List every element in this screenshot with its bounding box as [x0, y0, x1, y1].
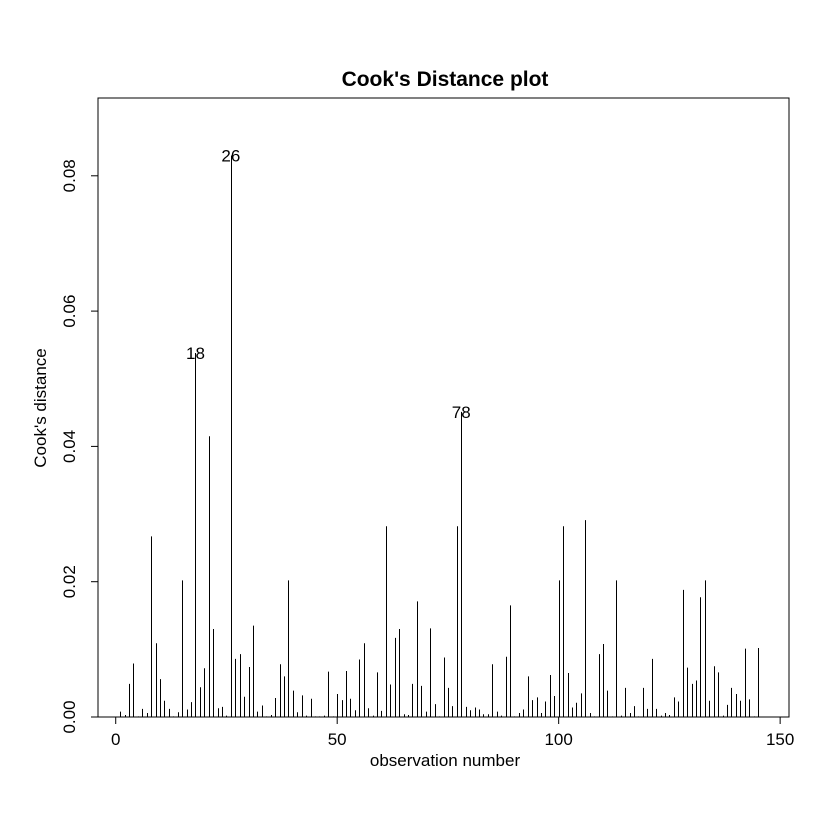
y-tick-label: 0.04 [60, 430, 79, 463]
point-labels: 18 26 78 [186, 147, 471, 422]
y-tick-label: 0.08 [60, 159, 79, 192]
x-tick-label: 150 [766, 730, 794, 749]
y-axis-label: Cook's distance [31, 348, 50, 467]
x-axis-label: observation number [370, 751, 521, 770]
x-tick-label: 0 [111, 730, 120, 749]
point-label-18: 18 [186, 344, 205, 363]
bar-series [120, 155, 759, 717]
point-label-78: 78 [452, 403, 471, 422]
plot-frame [97, 97, 790, 718]
chart-title: Cook's Distance plot [342, 68, 549, 91]
x-tick-label: 50 [328, 730, 347, 749]
y-tick-label: 0.02 [60, 565, 79, 598]
y-axis: 0.00 0.02 0.04 0.06 0.08 [60, 159, 99, 734]
x-tick-label: 100 [544, 730, 572, 749]
y-tick-label: 0.00 [60, 700, 79, 733]
y-tick-label: 0.06 [60, 295, 79, 328]
point-label-26: 26 [221, 147, 240, 166]
x-axis: 0 50 100 150 [111, 716, 794, 749]
